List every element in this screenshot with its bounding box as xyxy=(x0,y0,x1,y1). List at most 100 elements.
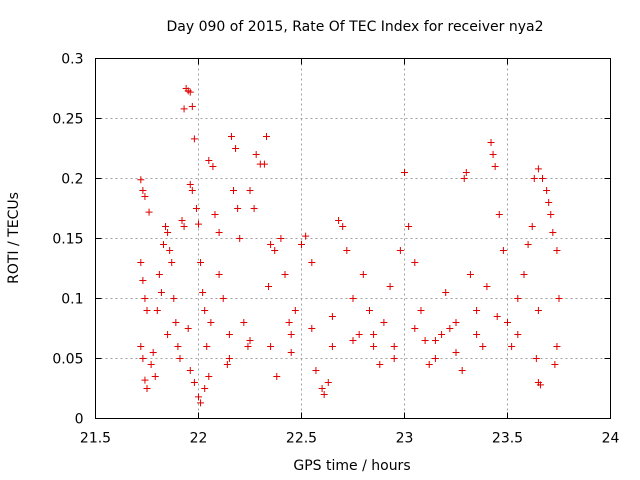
data-point xyxy=(205,373,213,380)
data-point xyxy=(365,307,373,314)
data-point xyxy=(168,259,176,266)
data-points xyxy=(137,85,563,407)
data-point xyxy=(246,337,254,344)
data-point xyxy=(180,223,188,230)
data-point xyxy=(555,295,563,302)
data-point xyxy=(139,277,147,284)
data-point xyxy=(281,271,289,278)
data-point xyxy=(232,145,240,152)
data-point xyxy=(545,199,553,206)
axis-ticks xyxy=(95,58,611,419)
data-point xyxy=(446,325,454,332)
data-point xyxy=(487,139,495,146)
data-point xyxy=(551,361,559,368)
data-point xyxy=(514,331,522,338)
data-point xyxy=(197,399,205,407)
data-point xyxy=(530,175,538,182)
data-point xyxy=(386,283,394,290)
data-point xyxy=(349,337,357,344)
x-tick-label: 23 xyxy=(396,431,414,447)
chart-title: Day 090 of 2015, Rate Of TEC Index for r… xyxy=(166,19,543,35)
data-point xyxy=(184,325,192,332)
data-point xyxy=(137,259,145,266)
data-point xyxy=(308,325,316,332)
data-point xyxy=(411,259,419,266)
data-point xyxy=(219,295,227,302)
data-point xyxy=(431,337,439,344)
data-point xyxy=(153,307,161,314)
data-point xyxy=(458,367,466,374)
data-point xyxy=(479,343,487,350)
data-point xyxy=(199,289,207,296)
data-point xyxy=(285,319,293,326)
data-point xyxy=(335,217,343,224)
data-point xyxy=(539,175,547,182)
data-point xyxy=(147,361,155,368)
data-point xyxy=(442,289,450,296)
data-point xyxy=(230,187,238,194)
data-point xyxy=(155,271,163,278)
data-point xyxy=(553,247,561,254)
data-point xyxy=(265,283,273,290)
data-point xyxy=(499,247,507,254)
data-point xyxy=(271,247,279,254)
data-point xyxy=(240,319,248,326)
data-point xyxy=(201,307,209,314)
data-point xyxy=(320,391,328,398)
data-point xyxy=(376,361,384,368)
data-point xyxy=(141,193,149,200)
data-point xyxy=(190,379,198,386)
data-point xyxy=(143,307,151,314)
data-point xyxy=(176,355,184,362)
data-point xyxy=(267,241,275,248)
data-point xyxy=(174,343,182,350)
data-point xyxy=(246,187,254,194)
data-point xyxy=(493,313,501,320)
data-point xyxy=(211,211,219,218)
data-point xyxy=(139,187,147,194)
data-point xyxy=(190,135,198,143)
data-point xyxy=(157,289,165,296)
data-point xyxy=(553,343,561,350)
data-point xyxy=(401,169,408,176)
data-point xyxy=(188,187,196,194)
data-point xyxy=(195,393,202,401)
data-point xyxy=(223,361,231,368)
data-point xyxy=(209,163,217,170)
data-point xyxy=(508,343,516,350)
data-point xyxy=(489,151,497,158)
data-point xyxy=(324,379,332,386)
y-tick-label: 0.1 xyxy=(61,292,83,308)
data-point xyxy=(262,133,270,140)
data-point xyxy=(328,313,336,320)
data-point xyxy=(495,211,503,218)
data-point xyxy=(411,325,419,332)
data-point xyxy=(186,88,194,96)
data-point xyxy=(547,211,555,218)
data-point xyxy=(180,105,188,113)
data-point xyxy=(244,343,252,350)
data-point xyxy=(534,165,542,173)
data-point xyxy=(452,319,460,326)
data-point xyxy=(491,163,499,170)
data-point xyxy=(452,349,460,356)
data-point xyxy=(252,151,260,158)
data-point xyxy=(201,385,209,392)
data-point xyxy=(349,295,357,302)
data-point xyxy=(195,220,202,228)
x-tick-label: 22.5 xyxy=(286,431,317,447)
data-point xyxy=(151,373,159,380)
data-point xyxy=(267,343,275,350)
data-point xyxy=(520,271,528,278)
x-tick-label: 22 xyxy=(190,431,208,447)
data-point xyxy=(460,175,468,182)
data-point xyxy=(431,355,439,362)
data-point xyxy=(355,331,363,338)
data-point xyxy=(273,373,281,380)
data-point xyxy=(139,355,147,362)
data-point xyxy=(328,343,336,350)
data-point xyxy=(524,241,532,248)
data-point xyxy=(370,331,378,338)
data-point xyxy=(203,343,211,350)
data-point xyxy=(164,229,172,236)
